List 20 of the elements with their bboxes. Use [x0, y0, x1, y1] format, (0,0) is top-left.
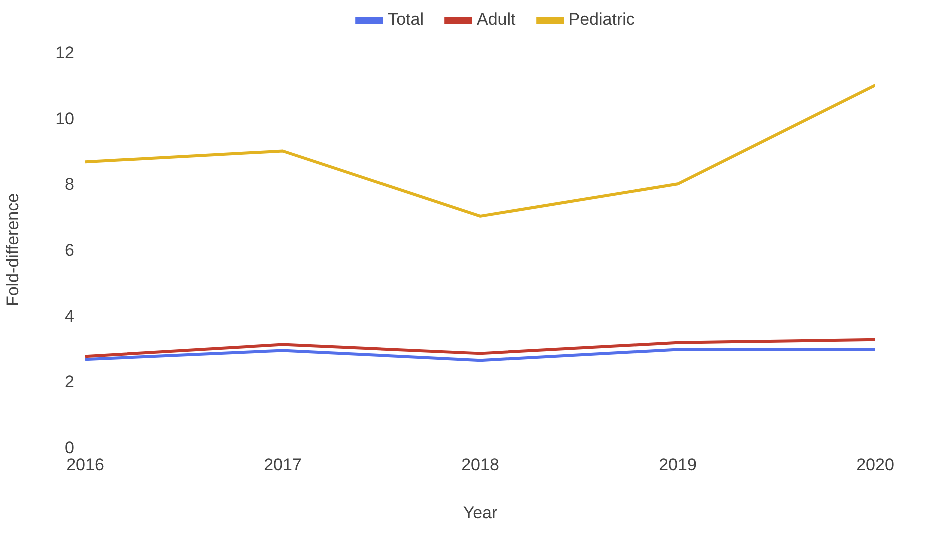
y-tick-label: 6: [65, 241, 75, 260]
legend-label: Total: [388, 10, 424, 30]
legend-label: Adult: [477, 10, 516, 30]
x-tick-label: 2017: [264, 456, 302, 474]
x-tick-label: 2019: [659, 456, 697, 474]
y-tick-label: 2: [65, 372, 75, 392]
y-tick-label: 0: [65, 438, 75, 458]
y-axis-title: Fold-difference: [4, 193, 23, 307]
y-tick-label: 4: [65, 306, 75, 326]
x-tick-label: 2018: [462, 456, 500, 474]
y-tick-label: 10: [56, 109, 75, 128]
line-series: [86, 338, 876, 358]
x-axis-title: Year: [463, 504, 498, 522]
x-tick-label: 2020: [856, 456, 894, 474]
legend-label: Pediatric: [568, 10, 635, 30]
x-tick-label: 2016: [66, 456, 104, 474]
line-series: [86, 84, 876, 218]
line-series: [86, 348, 876, 362]
y-tick-label: 12: [56, 44, 75, 62]
y-tick-label: 8: [65, 175, 75, 194]
